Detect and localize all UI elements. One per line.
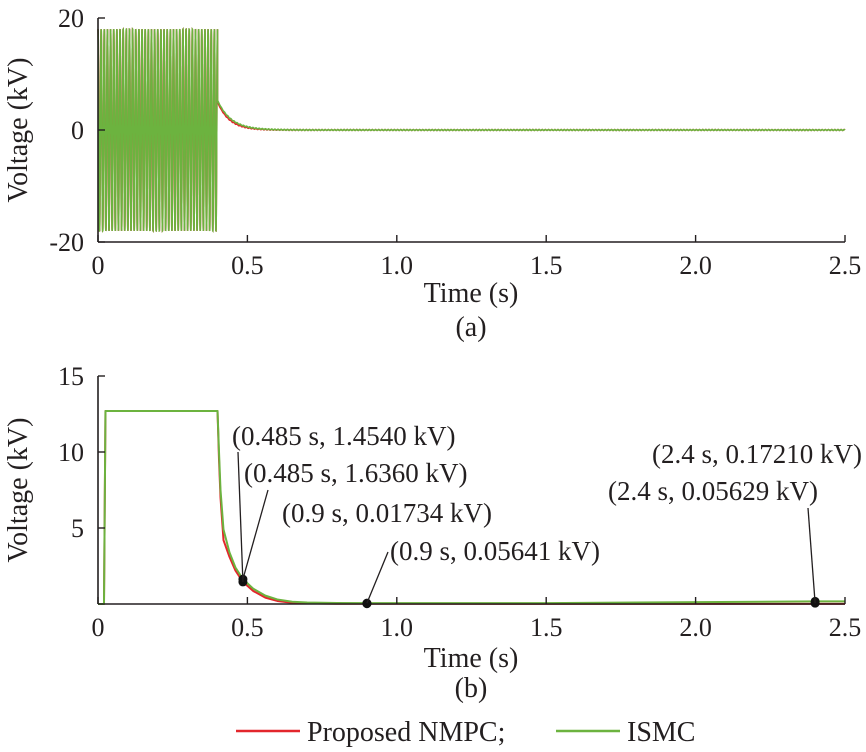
x-ticks-b: 0 0.5 1.0 1.5 2.0 2.5 [92,597,862,642]
annotation-leader [242,489,269,580]
y-axis-label-a: Voltage (kV) [3,58,34,203]
a-ytick-label: 20 [58,4,84,33]
legend-label-ismc: ISMC [627,717,695,748]
b-xtick-label: 0 [92,613,105,642]
b-ytick-label: 15 [58,362,84,391]
a-xtick-label: 0.5 [231,251,264,280]
x-axis-label-a: Time (s) [424,278,519,309]
series-line-a-ismc [97,27,846,233]
b-xtick-label: 1.0 [381,613,414,642]
legend-label-nmpc: Proposed NMPC; [307,717,505,748]
annotation-label: (0.9 s, 0.05641 kV) [390,536,600,566]
panel-label-a: (a) [455,312,486,343]
b-ytick-label: 10 [58,438,84,467]
series-lines-a [97,27,846,233]
a-ytick-label: -20 [49,228,84,257]
x-ticks-a: 0 0.5 1.0 1.5 2.0 2.5 [92,235,862,280]
annotations-b: (0.485 s, 1.4540 kV) (0.485 s, 1.6360 kV)… [232,421,862,604]
annotation-label: (0.9 s, 0.01734 kV) [282,498,492,528]
x-axis-label-b: Time (s) [424,643,519,674]
a-xtick-label: 1.0 [381,251,414,280]
y-ticks-b: 5 10 15 [58,362,105,543]
b-xtick-label: 2.0 [679,613,712,642]
a-xtick-label: 2.5 [829,251,862,280]
annotation-label: (2.4 s, 0.05629 kV) [608,476,818,506]
annotation-label: (0.485 s, 1.4540 kV) [232,421,456,451]
panel-label-b: (b) [455,673,488,704]
a-xtick-label: 0 [92,251,105,280]
b-ytick-label: 5 [71,514,84,543]
b-xtick-label: 1.5 [530,613,563,642]
y-ticks-a: -20 0 20 [49,4,105,257]
a-xtick-label: 1.5 [530,251,563,280]
annotation-leader [807,507,816,604]
a-ytick-label: 0 [71,116,84,145]
b-xtick-label: 0.5 [231,613,264,642]
chart-panel-a: 0 0.5 1.0 1.5 2.0 2.5 -20 0 20 Time (s) (a) Vol… [3,4,861,343]
annotation-label: (0.485 s, 1.6360 kV) [244,458,468,488]
annotation-leader [237,451,244,582]
y-axis-label-b: Voltage (kV) [3,418,34,563]
annotation-label: (2.4 s, 0.17210 kV) [652,439,862,469]
a-xtick-label: 2.0 [679,251,712,280]
b-xtick-label: 2.5 [829,613,862,642]
chart-panel-b: 0 0.5 1.0 1.5 2.0 2.5 5 10 15 (0.485 s, 1.4540 … [3,362,862,704]
legend: Proposed NMPC; ISMC [236,717,695,748]
series-line-b-ismc [98,409,846,605]
annotation-leader [366,551,389,604]
